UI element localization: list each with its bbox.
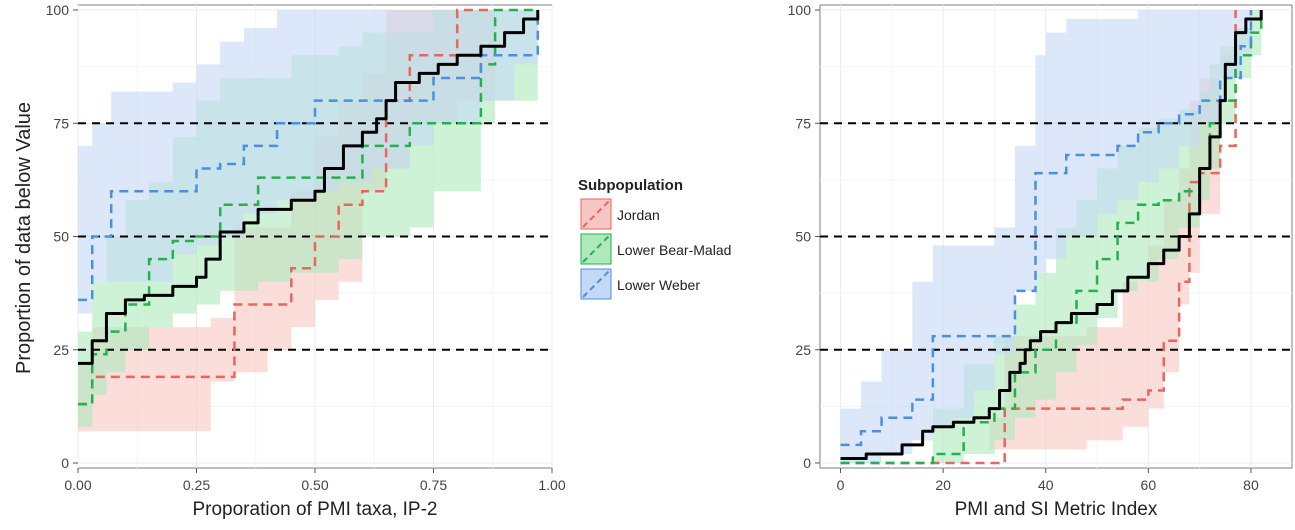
legend-label-lower-bear-malad: Lower Bear-Malad: [617, 242, 731, 258]
left-line-overall: [78, 10, 540, 365]
left-x-axis-label: Proporation of PMI taxa, IP-2: [192, 499, 437, 520]
right-y-tick-label: 100: [788, 2, 812, 18]
legend-key-lower-weber-line: [582, 270, 610, 298]
right-band-jordan: [840, 10, 1236, 463]
legend-key-lower-bear-malad-line: [582, 235, 610, 263]
left-line-lower-weber: [78, 10, 540, 302]
right-line-overall: [840, 10, 1263, 460]
right-x-tick-label: 0: [837, 477, 845, 493]
legend-item-jordan: Jordan: [580, 198, 660, 230]
left-x-tick-label: 0.00: [64, 477, 91, 493]
right-y-tick-label: 75: [795, 115, 811, 131]
right-line-jordan: [840, 10, 1237, 465]
left-x-tick-label: 0.75: [420, 477, 447, 493]
left-y-tick-label: 25: [53, 342, 69, 358]
right-y-tick-label: 0: [803, 455, 811, 471]
right-x-tick-label: 60: [1141, 477, 1157, 493]
left-x-tick-label: 0.25: [183, 477, 210, 493]
legend: Subpopulation Jordan Lower Bear-Malad Lo…: [578, 177, 731, 300]
left-x-tick-label: 0.50: [301, 477, 328, 493]
legend-item-lower-weber: Lower Weber: [580, 268, 700, 300]
right-y-tick-label: 25: [795, 342, 811, 358]
legend-item-lower-bear-malad: Lower Bear-Malad: [580, 233, 731, 265]
left-y-tick-label: 75: [53, 115, 69, 131]
right-x-tick-label: 20: [935, 477, 951, 493]
left-x-tick-label: 1.00: [538, 477, 565, 493]
left-y-axis-label: Proportion of data below Value: [13, 102, 35, 374]
left-panel: 0.00 0.25 0.50 0.75 1.00 0 25 50 75 100 Proporatio…: [46, 2, 566, 520]
right-x-tick-label: 80: [1243, 477, 1259, 493]
right-line-lower-weber: [840, 10, 1253, 447]
legend-label-lower-weber: Lower Weber: [617, 277, 700, 293]
left-y-tick-label: 50: [53, 229, 69, 245]
right-y-tick-label: 50: [795, 229, 811, 245]
legend-key-jordan-line: [582, 200, 610, 228]
legend-title: Subpopulation: [578, 177, 683, 194]
right-panel: 0 20 40 60 80 0 25 50 75 100 PMI and SI Metric Ind…: [788, 2, 1293, 520]
right-x-tick-label: 40: [1038, 477, 1054, 493]
left-line-lower-bear-malad: [78, 8, 538, 406]
left-y-tick-label: 100: [46, 2, 70, 18]
right-x-axis-label: PMI and SI Metric Index: [955, 499, 1158, 520]
legend-label-jordan: Jordan: [617, 207, 660, 223]
left-band-lower-weber: [78, 10, 538, 337]
left-y-tick-label: 0: [61, 455, 69, 471]
